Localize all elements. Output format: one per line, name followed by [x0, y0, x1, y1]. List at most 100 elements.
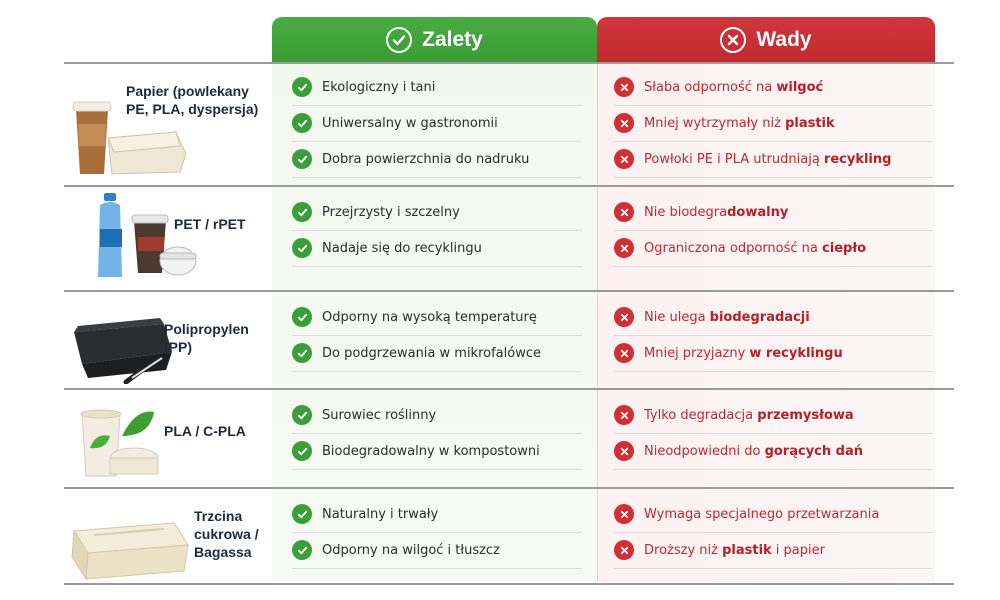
black-container-and-fork-icon [68, 304, 178, 389]
item-separator [292, 568, 582, 569]
pro-text: Biodegradowalny w kompostowni [322, 443, 540, 459]
con-text-emphasis: biodegradacji [709, 309, 810, 325]
pros-column-background [272, 62, 597, 582]
x-icon [614, 441, 634, 461]
con-text-plain: Nieodpowiedni do [644, 443, 765, 459]
con-text: Słaba odporność na wilgoć [644, 80, 823, 95]
con-item: Słaba odporność na wilgoć [614, 72, 934, 102]
pro-text: Do podgrzewania w mikrofalówce [322, 345, 541, 361]
check-icon [292, 343, 312, 363]
x-icon [614, 343, 634, 363]
pro-item: Odporny na wilgoć i tłuszcz [292, 535, 582, 565]
con-text-emphasis: recykling [823, 151, 892, 167]
con-text: Nie ulega biodegradacji [644, 310, 810, 325]
pro-text: Ekologiczny i tani [322, 79, 436, 95]
item-separator [292, 177, 582, 178]
pro-item: Surowiec roślinny [292, 400, 582, 430]
con-text: Ograniczona odporność na ciepło [644, 241, 866, 256]
cons-header-label: Wady [756, 27, 812, 51]
con-item: Ograniczona odporność na ciepło [614, 233, 934, 263]
leaf-cup-and-container-icon [76, 402, 166, 487]
material-label-line: PLA / C-PLA [164, 423, 246, 439]
row-divider [64, 290, 954, 292]
pro-item: Przejrzysty i szczelny [292, 197, 582, 227]
con-text-plain: Mniej wytrzymały niż [644, 115, 786, 131]
item-separator [614, 371, 932, 372]
material-label-line: cukrowa / [194, 526, 259, 542]
material-label: Polipropylen (PP) [164, 320, 249, 356]
cons-header: Wady [597, 17, 935, 62]
material-row: Papier (powlekany PE, PLA, dyspersja) Ekol… [64, 62, 954, 185]
con-item: Mniej przyjazny w recyklingu [614, 338, 934, 368]
cons-column-background [597, 62, 935, 582]
item-separator [292, 141, 582, 142]
con-text-plain: Mniej przyjazny [644, 345, 750, 361]
con-text: Droższy niż plastik i papier [644, 543, 825, 558]
item-separator [614, 266, 932, 267]
material-label-line: Papier (powlekany [126, 83, 249, 99]
pro-item: Naturalny i trwały [292, 499, 582, 529]
material-label-line: (PP) [164, 339, 192, 355]
pros-header-label: Zalety [422, 27, 483, 51]
item-separator [292, 335, 582, 336]
check-icon [292, 441, 312, 461]
con-text-plain: Słaba odporność na [644, 79, 777, 95]
x-icon [614, 405, 634, 425]
con-text-emphasis: dowalny [727, 204, 789, 220]
material-label-line: PE, PLA, dyspersja) [126, 101, 259, 117]
con-item: Nieodpowiedni do gorących dań [614, 436, 934, 466]
pro-text: Nadaje się do recyklingu [322, 240, 482, 256]
paper-cup-and-box-icon [68, 88, 188, 183]
con-item: Powłoki PE i PLA utrudniają recykling [614, 144, 934, 174]
x-icon [614, 202, 634, 222]
x-icon [614, 238, 634, 258]
material-label: PLA / C-PLA [164, 422, 246, 440]
item-separator [614, 177, 932, 178]
item-separator [292, 230, 582, 231]
con-text: Nieodpowiedni do gorących dań [644, 444, 863, 459]
material-label-line: Bagassa [194, 544, 252, 560]
con-text: Wymaga specjalnego przetwarzania [644, 507, 879, 522]
item-separator [614, 230, 932, 231]
item-separator [614, 469, 932, 470]
con-item: Nie ulega biodegradacji [614, 302, 934, 332]
con-text-plain: Nie biodegra [644, 204, 728, 220]
material-row: Polipropylen (PP) Odporny na wysoką temper… [64, 290, 954, 388]
x-icon [614, 113, 634, 133]
item-separator [292, 371, 582, 372]
pro-item: Biodegradowalny w kompostowni [292, 436, 582, 466]
x-circle-icon [720, 26, 747, 53]
item-separator [614, 105, 932, 106]
x-icon [614, 307, 634, 327]
con-text-plain: Tylko degradacja [644, 407, 758, 423]
pro-item: Ekologiczny i tani [292, 72, 582, 102]
item-separator [292, 469, 582, 470]
con-text-emphasis: plastik [785, 115, 835, 131]
check-icon [292, 77, 312, 97]
pro-text: Odporny na wysoką temperaturę [322, 309, 537, 325]
check-icon [292, 540, 312, 560]
check-icon [292, 202, 312, 222]
con-text-emphasis: w recyklingu [749, 345, 843, 361]
x-icon [614, 540, 634, 560]
material-label: Papier (powlekany PE, PLA, dyspersja) [126, 82, 258, 118]
con-text-plain: Nie ulega [644, 309, 710, 325]
con-text-emphasis: plastik [722, 542, 772, 558]
pro-text: Odporny na wilgoć i tłuszcz [322, 542, 500, 558]
x-icon [614, 504, 634, 524]
con-text: Mniej wytrzymały niż plastik [644, 116, 835, 131]
check-icon [292, 405, 312, 425]
pro-item: Uniwersalny w gastronomii [292, 108, 582, 138]
pro-item: Odporny na wysoką temperaturę [292, 302, 582, 332]
table-bottom-line [64, 583, 954, 585]
item-separator [614, 141, 932, 142]
x-icon [614, 77, 634, 97]
con-text-emphasis: ciepło [822, 240, 867, 256]
pro-text: Dobra powierzchnia do nadruku [322, 151, 530, 167]
bagasse-clamshell-icon [64, 501, 194, 586]
row-divider [64, 487, 954, 489]
column-divider [597, 62, 598, 582]
con-text: Powłoki PE i PLA utrudniają recykling [644, 152, 891, 167]
item-separator [614, 335, 932, 336]
pros-header: Zalety [272, 17, 597, 62]
